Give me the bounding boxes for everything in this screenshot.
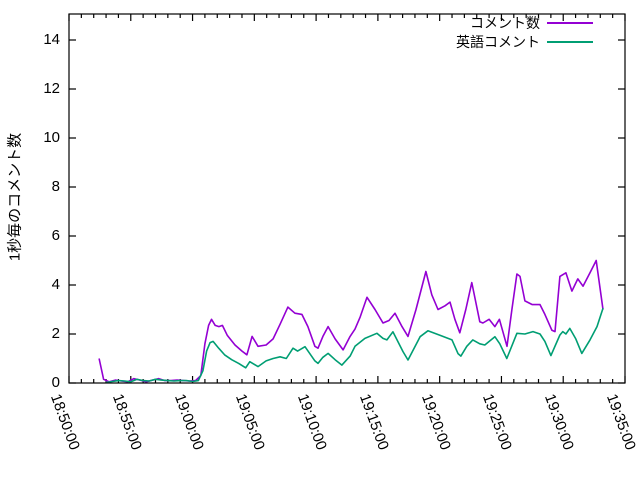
y-tick-label: 12 [43, 80, 60, 97]
y-tick-label: 0 [51, 374, 60, 391]
axis-ticks [68, 14, 626, 384]
y-tick-label: 14 [43, 31, 60, 48]
legend-item-english-comments: 英語コメント [300, 33, 595, 50]
chart-legend: コメント数 英語コメント [300, 14, 595, 50]
y-tick-label: 10 [43, 129, 60, 146]
y-tick-label: 8 [51, 178, 60, 195]
legend-line-sample-green [547, 40, 593, 43]
legend-label-english-comments: 英語コメント [456, 33, 540, 50]
legend-line-sample-purple [547, 21, 593, 24]
plot-border [68, 13, 626, 384]
y-tick-label: 4 [51, 276, 60, 293]
y-tick-label: 6 [51, 227, 60, 244]
series-line-コメント数 [98, 259, 604, 383]
chart-series-lines [98, 259, 604, 384]
series-line-英語コメント [105, 308, 604, 384]
legend-label-comments: コメント数 [470, 14, 540, 31]
legend-item-comments: コメント数 [300, 14, 595, 31]
y-tick-label: 2 [51, 325, 60, 342]
